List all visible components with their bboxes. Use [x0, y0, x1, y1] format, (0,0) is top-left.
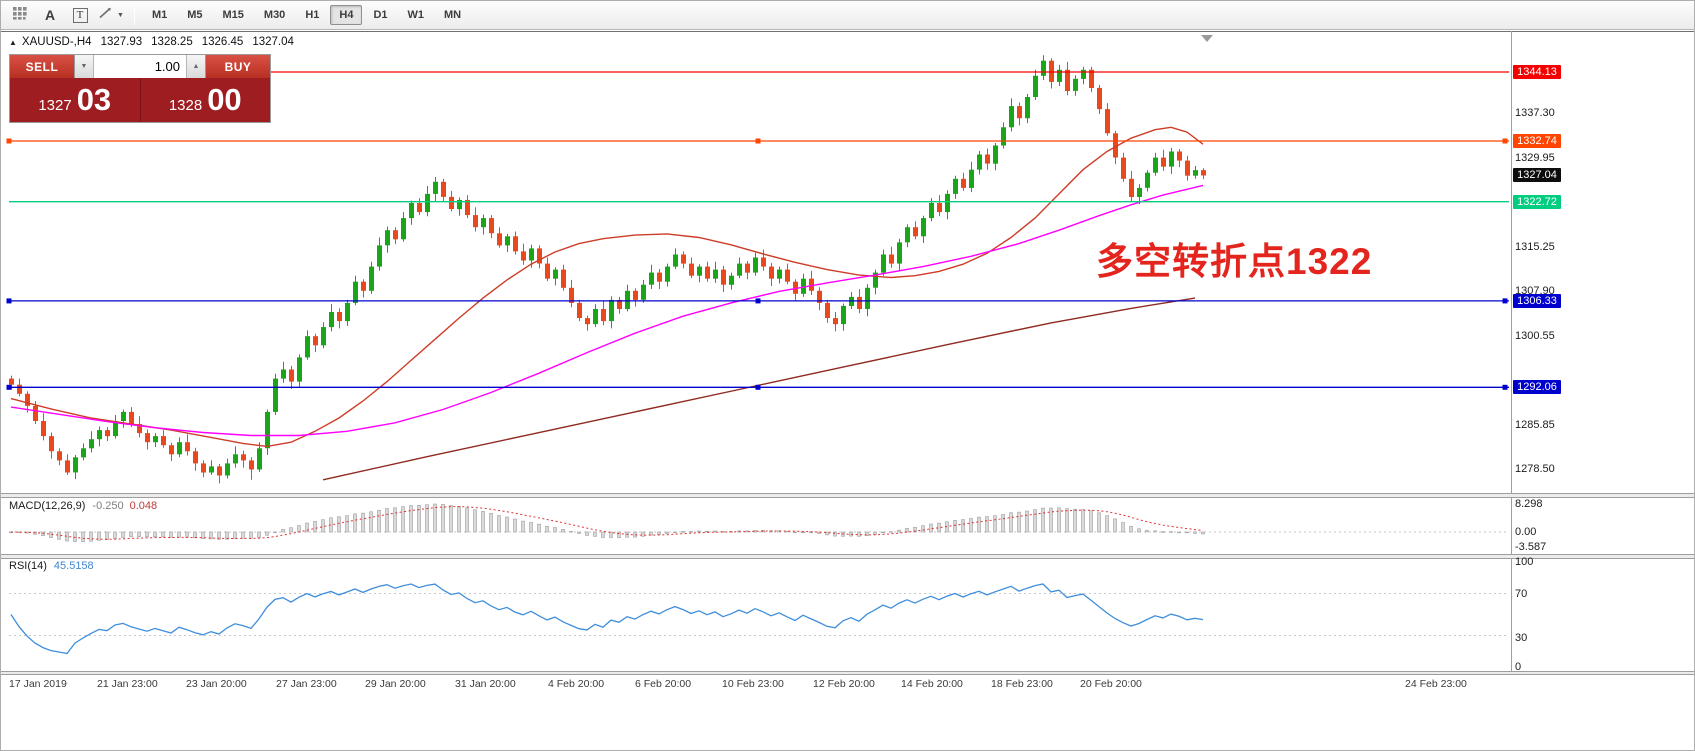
time-axis-label: 4 Feb 20:00 — [548, 678, 605, 690]
time-axis-label: 10 Feb 23:00 — [722, 678, 784, 690]
volume-increase-button[interactable]: ▲ — [186, 55, 205, 78]
timeframe-button-h4[interactable]: H4 — [330, 5, 363, 25]
insert-text-button[interactable]: A — [37, 4, 63, 27]
volume-decrease-button[interactable]: ▼ — [75, 55, 94, 78]
bid-price[interactable]: 1327 03 — [10, 78, 141, 122]
time-axis-label: 27 Jan 23:00 — [276, 678, 337, 690]
symbol-name: XAUUSD-,H4 — [21, 36, 92, 48]
time-axis-label: 14 Feb 20:00 — [901, 678, 963, 690]
macd-signal-value: 0.048 — [129, 500, 158, 512]
macd-main-value: -0.250 — [92, 500, 124, 512]
price-axis-separator — [1511, 31, 1512, 675]
toolbar-separator — [133, 5, 135, 25]
macd-label: MACD(12,26,9) — [9, 500, 86, 512]
panel-divider[interactable] — [1, 493, 1694, 498]
time-axis-label: 17 Jan 2019 — [9, 678, 67, 690]
time-axis-divider[interactable] — [1, 671, 1694, 675]
macd-panel[interactable] — [1, 498, 1695, 554]
symbol-marker-icon: ▲ — [9, 37, 17, 47]
ohlc-open: 1327.93 — [100, 36, 143, 48]
bid-price-big: 03 — [76, 82, 112, 117]
timeframe-toolbar: M1 M5 M15 M30 H1 H4 D1 W1 MN — [142, 5, 471, 25]
time-axis-label: 29 Jan 20:00 — [365, 678, 426, 690]
timeframe-button-w1[interactable]: W1 — [407, 9, 425, 21]
bid-price-small: 1327 — [38, 97, 72, 114]
text-a-icon: A — [44, 7, 56, 23]
timeframe-button-h1[interactable]: H1 — [305, 9, 320, 21]
rsi-header: RSI(14) 45.5158 — [9, 560, 94, 572]
chart-annotation: 多空转折点1322 — [1096, 241, 1373, 282]
rsi-panel[interactable] — [1, 559, 1695, 671]
timeframe-button-m1[interactable]: M1 — [151, 9, 168, 21]
timeframe-button-m5[interactable]: M5 — [187, 9, 203, 21]
trendline-icon — [98, 6, 114, 25]
dropdown-caret-icon: ▼ — [117, 11, 124, 19]
grid-icon — [13, 6, 27, 25]
chart-ohlc-header: ▲ XAUUSD-,H4 1327.93 1328.25 1326.45 132… — [9, 36, 294, 48]
arrows-tool-button[interactable]: ▼ — [97, 4, 125, 27]
chart-frame-top-border — [1, 31, 1694, 32]
main-toolbar: A T ▼ M1 M5 M15 M30 H1 H4 D1 W1 MN — [1, 1, 1694, 30]
time-axis-label: 18 Feb 23:00 — [991, 678, 1053, 690]
ask-price-big: 00 — [207, 82, 242, 117]
panel-divider[interactable] — [1, 554, 1694, 559]
text-label-button[interactable]: T — [67, 4, 93, 27]
macd-header: MACD(12,26,9) -0.250 0.048 — [9, 500, 157, 512]
ask-price[interactable]: 1328 00 — [141, 78, 271, 122]
volume-stepper: ▼ ▲ — [74, 55, 206, 78]
rsi-label: RSI(14) — [9, 560, 47, 572]
time-axis-label: 20 Feb 20:00 — [1080, 678, 1142, 690]
sell-button[interactable]: SELL — [10, 55, 74, 78]
timeframe-button-mn[interactable]: MN — [444, 9, 462, 21]
buy-button[interactable]: BUY — [206, 55, 270, 78]
time-axis-label: 23 Jan 20:00 — [186, 678, 247, 690]
one-click-trading-panel: SELL ▼ ▲ BUY 1327 03 1328 00 — [9, 54, 271, 123]
text-t-icon: T — [72, 7, 88, 23]
time-axis-label: 6 Feb 20:00 — [635, 678, 692, 690]
ask-price-small: 1328 — [168, 97, 203, 114]
ohlc-low: 1326.45 — [201, 36, 244, 48]
grid-tool-button[interactable] — [7, 4, 33, 27]
timeframe-button-m15[interactable]: M15 — [222, 9, 244, 21]
time-axis-label: 21 Jan 23:00 — [97, 678, 158, 690]
volume-input[interactable] — [94, 55, 186, 78]
order-buttons-row: SELL ▼ ▲ BUY — [10, 55, 270, 78]
quote-prices-row: 1327 03 1328 00 — [10, 78, 270, 122]
time-axis-label: 24 Feb 23:00 — [1405, 678, 1467, 690]
ohlc-close: 1327.04 — [252, 36, 294, 48]
timeframe-button-m30[interactable]: M30 — [263, 9, 286, 21]
rsi-value: 45.5158 — [53, 560, 94, 572]
time-axis-label: 12 Feb 20:00 — [813, 678, 875, 690]
time-axis-label: 31 Jan 20:00 — [455, 678, 516, 690]
timeframe-button-d1[interactable]: D1 — [373, 9, 388, 21]
ohlc-high: 1328.25 — [151, 36, 193, 48]
